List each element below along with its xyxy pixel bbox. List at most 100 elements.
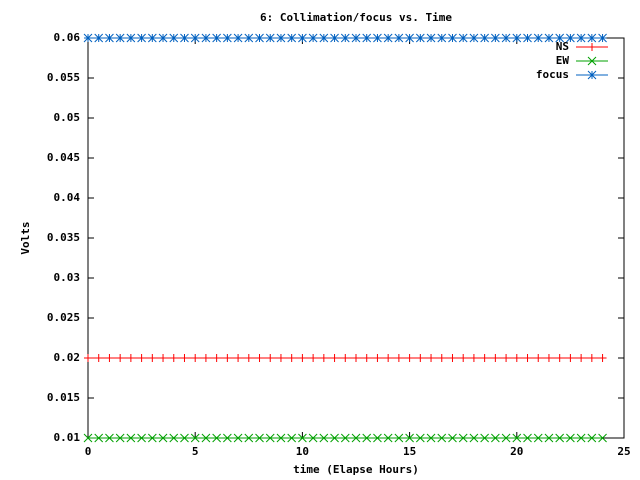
data-point — [276, 33, 286, 43]
data-point — [426, 33, 436, 43]
data-point — [223, 33, 232, 43]
legend-label: NS — [556, 40, 569, 53]
data-point — [116, 354, 125, 362]
data-point — [351, 33, 361, 43]
data-point — [555, 354, 564, 362]
data-point — [437, 433, 447, 443]
plot-frame — [87, 37, 625, 439]
data-point — [341, 354, 350, 362]
data-point — [437, 354, 446, 362]
data-point — [212, 433, 221, 443]
data-point — [534, 354, 543, 362]
data-point — [427, 354, 436, 362]
data-point — [512, 433, 522, 443]
data-point — [126, 433, 136, 443]
data-point — [362, 354, 371, 362]
data-point — [319, 33, 329, 43]
data-point — [319, 354, 328, 362]
data-point — [566, 433, 575, 443]
data-point — [480, 354, 489, 362]
data-point — [298, 354, 307, 362]
data-point — [319, 433, 329, 443]
data-point — [309, 354, 318, 362]
data-point — [523, 33, 532, 43]
data-point — [255, 433, 264, 443]
data-point — [458, 433, 468, 443]
data-point — [544, 433, 554, 443]
data-point — [244, 433, 254, 443]
data-point — [94, 354, 103, 362]
data-point — [276, 433, 286, 443]
data-point — [587, 354, 596, 362]
data-point — [373, 33, 382, 43]
data-point — [598, 433, 607, 443]
data-point — [83, 33, 93, 43]
data-point — [566, 354, 575, 362]
data-point — [212, 354, 221, 362]
data-point — [459, 354, 468, 362]
data-point — [115, 33, 125, 43]
data-point — [577, 354, 586, 362]
data-point — [469, 354, 478, 362]
y-axis-label: Volts — [19, 221, 32, 254]
data-point — [340, 33, 350, 43]
data-point — [587, 33, 597, 43]
data-point — [158, 433, 168, 443]
data-point — [137, 354, 146, 362]
data-point — [287, 433, 297, 443]
data-point — [415, 33, 425, 43]
data-point — [287, 354, 296, 362]
data-point — [352, 354, 360, 362]
data-point — [362, 433, 372, 443]
data-point — [373, 354, 382, 362]
data-point — [351, 433, 361, 443]
data-point — [437, 33, 447, 43]
data-point — [115, 433, 125, 443]
data-point — [533, 33, 543, 43]
data-point — [469, 33, 479, 43]
data-point — [469, 433, 479, 443]
data-point — [169, 354, 178, 362]
legend-marker — [588, 43, 596, 51]
data-point — [512, 354, 521, 362]
data-point — [587, 433, 597, 443]
data-point — [105, 33, 114, 43]
data-point — [180, 354, 189, 362]
x-tick-label: 0 — [85, 445, 92, 458]
data-point — [491, 433, 500, 443]
data-point — [94, 33, 104, 43]
data-point — [105, 354, 114, 362]
data-point — [576, 433, 586, 443]
y-tick-label: 0.02 — [54, 351, 81, 364]
data-point — [148, 354, 157, 362]
data-point — [383, 433, 393, 443]
data-point — [298, 33, 307, 43]
data-point — [233, 33, 243, 43]
data-point — [566, 33, 575, 43]
y-tick-label: 0.045 — [47, 151, 80, 164]
data-point — [308, 433, 318, 443]
data-point — [458, 33, 468, 43]
y-tick-label: 0.025 — [47, 311, 80, 324]
x-tick-label: 5 — [192, 445, 199, 458]
data-point — [265, 33, 275, 43]
data-point — [523, 354, 532, 362]
data-point — [544, 354, 553, 362]
data-point — [255, 354, 264, 362]
data-point — [223, 354, 232, 362]
data-point — [426, 433, 436, 443]
y-tick-label: 0.06 — [54, 31, 81, 44]
legend-marker — [587, 70, 597, 80]
data-point — [555, 33, 565, 43]
data-point — [158, 33, 168, 43]
data-point — [405, 33, 414, 43]
data-point — [501, 33, 511, 43]
data-point — [480, 33, 489, 43]
data-point — [83, 433, 93, 443]
data-point — [126, 354, 135, 362]
data-point — [330, 354, 339, 362]
y-tick-label: 0.01 — [54, 431, 81, 444]
data-point — [448, 33, 457, 43]
data-point — [190, 433, 200, 443]
data-point — [544, 33, 554, 43]
